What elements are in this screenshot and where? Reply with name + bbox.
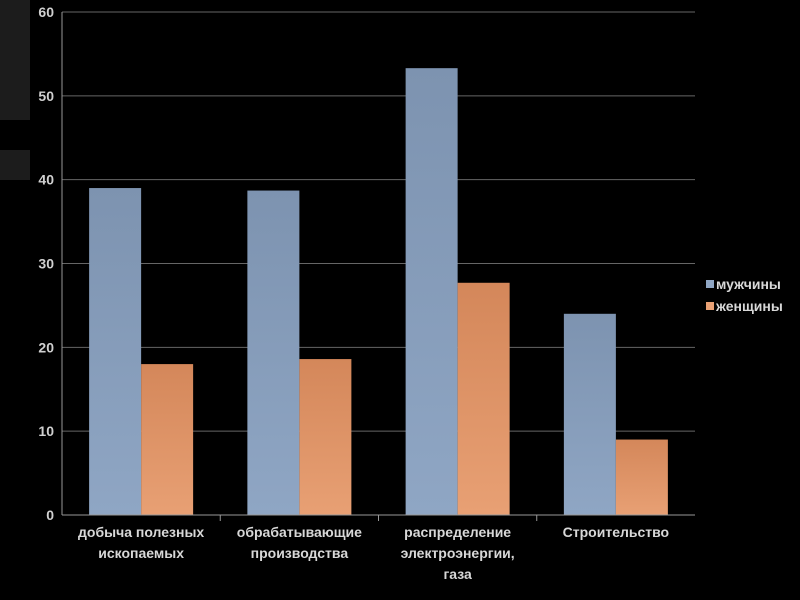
x-category-label: обрабатывающие производства <box>237 524 362 561</box>
bars <box>89 68 668 516</box>
bar-men <box>247 190 300 515</box>
y-tick-label: 50 <box>38 88 54 104</box>
bar-women <box>615 439 668 515</box>
y-tick-label: 60 <box>38 4 54 20</box>
y-tick-label: 30 <box>38 256 54 272</box>
decorative-panel <box>0 150 30 180</box>
bar-women <box>299 359 352 515</box>
y-tick-label: 40 <box>38 172 54 188</box>
y-tick-label: 10 <box>38 423 54 439</box>
decorative-panel <box>0 0 30 120</box>
legend-swatch <box>706 302 714 310</box>
legend-label: мужчины <box>716 276 781 292</box>
bar-men <box>563 313 616 515</box>
legend-swatch <box>706 280 714 288</box>
bar-men <box>405 68 458 515</box>
bar-women <box>141 364 194 515</box>
x-category-label: добыча полезных ископаемых <box>78 524 204 561</box>
axes: 0 10 20 30 40 50 60 добыча полезных ископаемых об… <box>38 4 695 582</box>
x-category-label: распределение электроэнергии, газа <box>401 524 515 582</box>
legend: мужчины женщины <box>706 276 783 314</box>
y-tick-label: 0 <box>46 507 54 523</box>
bar-men <box>89 188 142 516</box>
y-tick-label: 20 <box>38 339 54 355</box>
x-category-label: Строительство <box>563 524 669 540</box>
legend-label: женщины <box>715 298 783 314</box>
bar-women <box>457 282 510 515</box>
